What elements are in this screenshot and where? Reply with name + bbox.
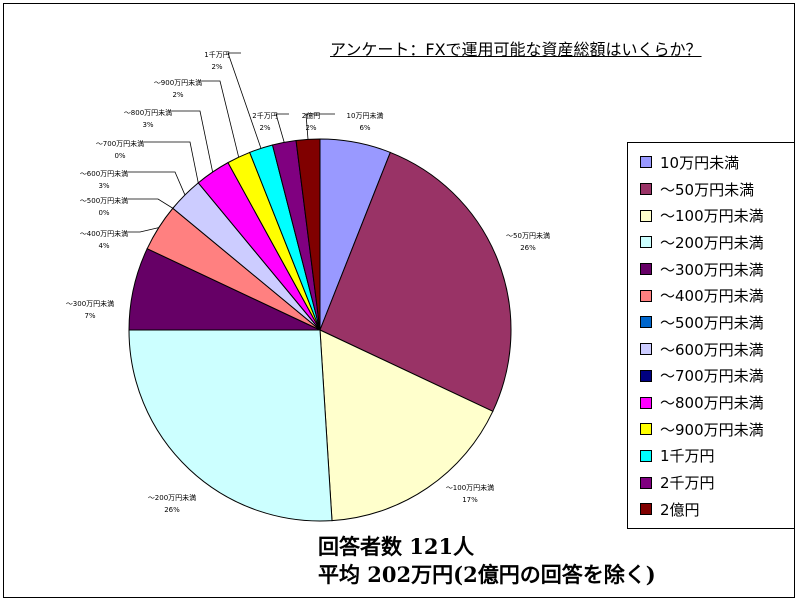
- legend-item: ～500万円未満: [628, 309, 794, 336]
- legend-label: ～200万円未満: [660, 233, 764, 252]
- slice-label-pct: 17%: [462, 496, 478, 504]
- slice-label-pct: 0%: [114, 152, 125, 160]
- legend-label: ～400万円未満: [660, 287, 764, 306]
- slice-label-name: ～500万円未満: [80, 196, 128, 205]
- average-amount: 平均 202万円(2億円の回答を除く): [318, 562, 656, 587]
- leader-line: [128, 171, 186, 196]
- legend-swatch: [640, 316, 652, 329]
- legend-item: 1千万円: [628, 443, 794, 470]
- legend-item: ～700万円未満: [628, 363, 794, 390]
- legend-swatch: [640, 236, 652, 249]
- pie-slice: [128, 329, 333, 522]
- leader-line: [305, 113, 335, 140]
- slice-label-pct: 2%: [211, 63, 222, 71]
- slice-label-name: ～400万円未満: [80, 229, 128, 238]
- legend-swatch: [640, 396, 652, 409]
- legend-swatch: [640, 449, 652, 462]
- legend-swatch: [640, 263, 652, 276]
- slice-label-name: 2億円: [302, 111, 320, 120]
- slice-label-name: ～900万円未満: [154, 78, 202, 87]
- leader-line: [144, 141, 199, 183]
- slice-label-name: ～600万円未満: [80, 169, 128, 178]
- leader-line: [227, 52, 262, 149]
- chart-title: アンケート：FXで運用可能な資産総額はいくらか？: [330, 40, 702, 59]
- legend-label: 2千万円: [660, 474, 715, 493]
- legend-item: ～100万円未満: [628, 202, 794, 229]
- legend-swatch: [640, 503, 652, 516]
- slice-label-pct: 0%: [98, 209, 109, 217]
- leader-line: [202, 80, 240, 158]
- legend-swatch: [640, 289, 652, 302]
- legend-item: ～300万円未満: [628, 256, 794, 283]
- legend-swatch: [640, 343, 652, 356]
- slice-label-pct: 3%: [98, 182, 109, 190]
- legend-item: 2億円: [628, 496, 794, 523]
- legend-swatch: [640, 156, 652, 169]
- legend-label: 2億円: [660, 500, 700, 519]
- slice-label-pct: 2%: [259, 124, 270, 132]
- chart-legend: 10万円未満 ～50万円未満 ～100万円未満 ～200万円未満 ～300万円未満 ～40…: [627, 142, 795, 529]
- slice-label-name: ～300万円未満: [66, 299, 114, 308]
- legend-item: 10万円未満: [628, 149, 794, 176]
- slice-label-pct: 3%: [142, 121, 153, 129]
- legend-item: ～800万円未満: [628, 389, 794, 416]
- slice-label-name: 2千万円: [252, 111, 277, 120]
- legend-item: ～200万円未満: [628, 229, 794, 256]
- legend-swatch: [640, 209, 652, 222]
- legend-label: ～700万円未満: [660, 367, 764, 386]
- slice-label-pct: 26%: [164, 506, 180, 514]
- legend-label: ～900万円未満: [660, 420, 764, 439]
- leader-line: [128, 198, 174, 209]
- legend-item: ～50万円未満: [628, 176, 794, 203]
- pie-slice: [319, 329, 494, 522]
- legend-label: ～800万円未満: [660, 394, 764, 413]
- slice-label-name: ～200万円未満: [148, 493, 196, 502]
- slice-label-pct: 6%: [359, 124, 370, 132]
- legend-label: ～600万円未満: [660, 340, 764, 359]
- legend-label: 1千万円: [660, 447, 715, 466]
- leader-line: [172, 110, 214, 173]
- legend-swatch: [640, 423, 652, 436]
- legend-label: ～300万円未満: [660, 260, 764, 279]
- leader-line: [275, 113, 289, 143]
- slice-label-pct: 4%: [98, 242, 109, 250]
- legend-label: ～50万円未満: [660, 180, 755, 199]
- slice-label-pct: 26%: [520, 244, 536, 252]
- slice-label-name: ～700万円未満: [96, 139, 144, 148]
- legend-label: 10万円未満: [660, 153, 740, 172]
- legend-item: ～600万円未満: [628, 336, 794, 363]
- leader-line: [128, 227, 159, 233]
- slice-label-name: 1千万円: [204, 50, 229, 59]
- legend-label: ～500万円未満: [660, 313, 764, 332]
- legend-item: ～900万円未満: [628, 416, 794, 443]
- slice-label-name: ～50万円未満: [506, 231, 550, 240]
- legend-label: ～100万円未満: [660, 207, 764, 226]
- slice-label-pct: 7%: [84, 312, 95, 320]
- pie-slice: [319, 151, 512, 412]
- legend-swatch: [640, 183, 652, 196]
- legend-item: ～400万円未満: [628, 282, 794, 309]
- slice-label-name: ～800万円未満: [124, 108, 172, 117]
- legend-swatch: [640, 369, 652, 382]
- respondents-count: 回答者数 121人: [318, 534, 475, 559]
- slice-label-name: ～100万円未満: [446, 483, 494, 492]
- slice-label-pct: 2%: [172, 91, 183, 99]
- legend-item: 2千万円: [628, 469, 794, 496]
- slice-label-name: 10万円未満: [347, 111, 384, 120]
- legend-swatch: [640, 476, 652, 489]
- slice-label-pct: 2%: [305, 124, 316, 132]
